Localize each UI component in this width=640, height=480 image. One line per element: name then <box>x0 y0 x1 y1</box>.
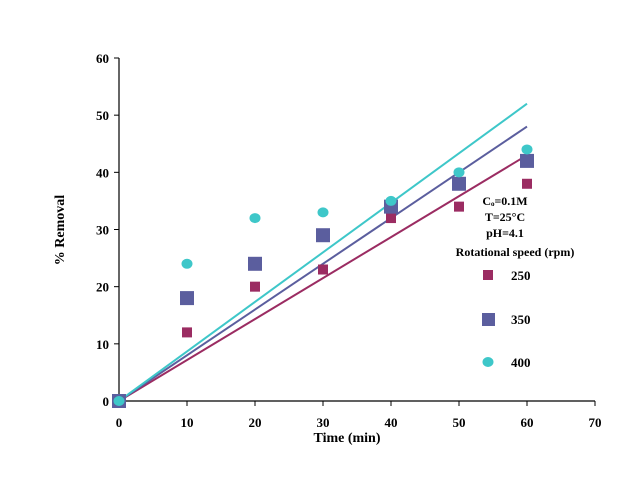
data-point-250 <box>250 281 260 292</box>
data-point-350 <box>316 228 330 243</box>
fit-line-250 <box>118 154 528 402</box>
data-point-350 <box>452 176 466 191</box>
y-axis-label: % Removal <box>53 195 68 265</box>
data-point-400 <box>249 213 261 224</box>
x-tick-label: 0 <box>116 415 123 430</box>
x-tick-label: 40 <box>385 415 398 430</box>
data-points <box>112 144 534 408</box>
data-point-400 <box>521 144 533 155</box>
y-tick-label: 40 <box>96 165 109 180</box>
data-point-350 <box>248 256 262 271</box>
data-point-400 <box>385 195 397 206</box>
legend-marker-400 <box>482 357 494 367</box>
legend: Cₒ=0.1M T=25°C pH=4.1 Rotational speed (… <box>456 194 575 370</box>
fit-line-400 <box>118 102 528 402</box>
data-point-400 <box>113 396 125 406</box>
data-point-250 <box>318 264 328 275</box>
x-tick-label: 70 <box>589 415 602 430</box>
legend-title: Rotational speed (rpm) <box>456 245 575 259</box>
y-tick-label: 50 <box>96 108 109 123</box>
data-point-250 <box>386 213 396 224</box>
annotation-ph: pH=4.1 <box>486 226 524 240</box>
x-tick-label: 60 <box>521 415 534 430</box>
fit-line-350 <box>118 125 528 402</box>
data-point-250 <box>522 178 532 189</box>
data-point-250 <box>454 201 464 212</box>
data-point-400 <box>453 167 465 178</box>
y-tick-label: 0 <box>103 394 110 409</box>
data-point-400 <box>181 258 193 269</box>
data-point-350 <box>520 153 534 168</box>
x-tick-label: 50 <box>453 415 466 430</box>
x-axis-label: Time (min) <box>313 431 380 446</box>
data-point-250 <box>182 327 192 338</box>
x-tick-label: 20 <box>249 415 262 430</box>
x-tick-label: 10 <box>181 415 194 430</box>
axes <box>114 57 596 406</box>
y-tick-label: 30 <box>96 223 109 238</box>
tick-labels: 0 10 20 30 40 50 60 0 10 20 30 40 50 60 70 <box>96 51 602 430</box>
legend-label-350: 350 <box>511 312 531 327</box>
annotation-concentration: Cₒ=0.1M <box>482 194 527 208</box>
legend-marker-350 <box>482 313 495 326</box>
y-tick-label: 60 <box>96 51 109 66</box>
x-tick-label: 30 <box>317 415 330 430</box>
y-tick-label: 10 <box>96 337 109 352</box>
legend-label-400: 400 <box>511 355 531 370</box>
legend-label-250: 250 <box>511 268 531 283</box>
data-point-350 <box>180 291 194 306</box>
y-tick-label: 20 <box>96 280 109 295</box>
legend-marker-250 <box>483 270 493 280</box>
data-point-400 <box>317 207 329 218</box>
annotation-temperature: T=25°C <box>485 210 525 224</box>
